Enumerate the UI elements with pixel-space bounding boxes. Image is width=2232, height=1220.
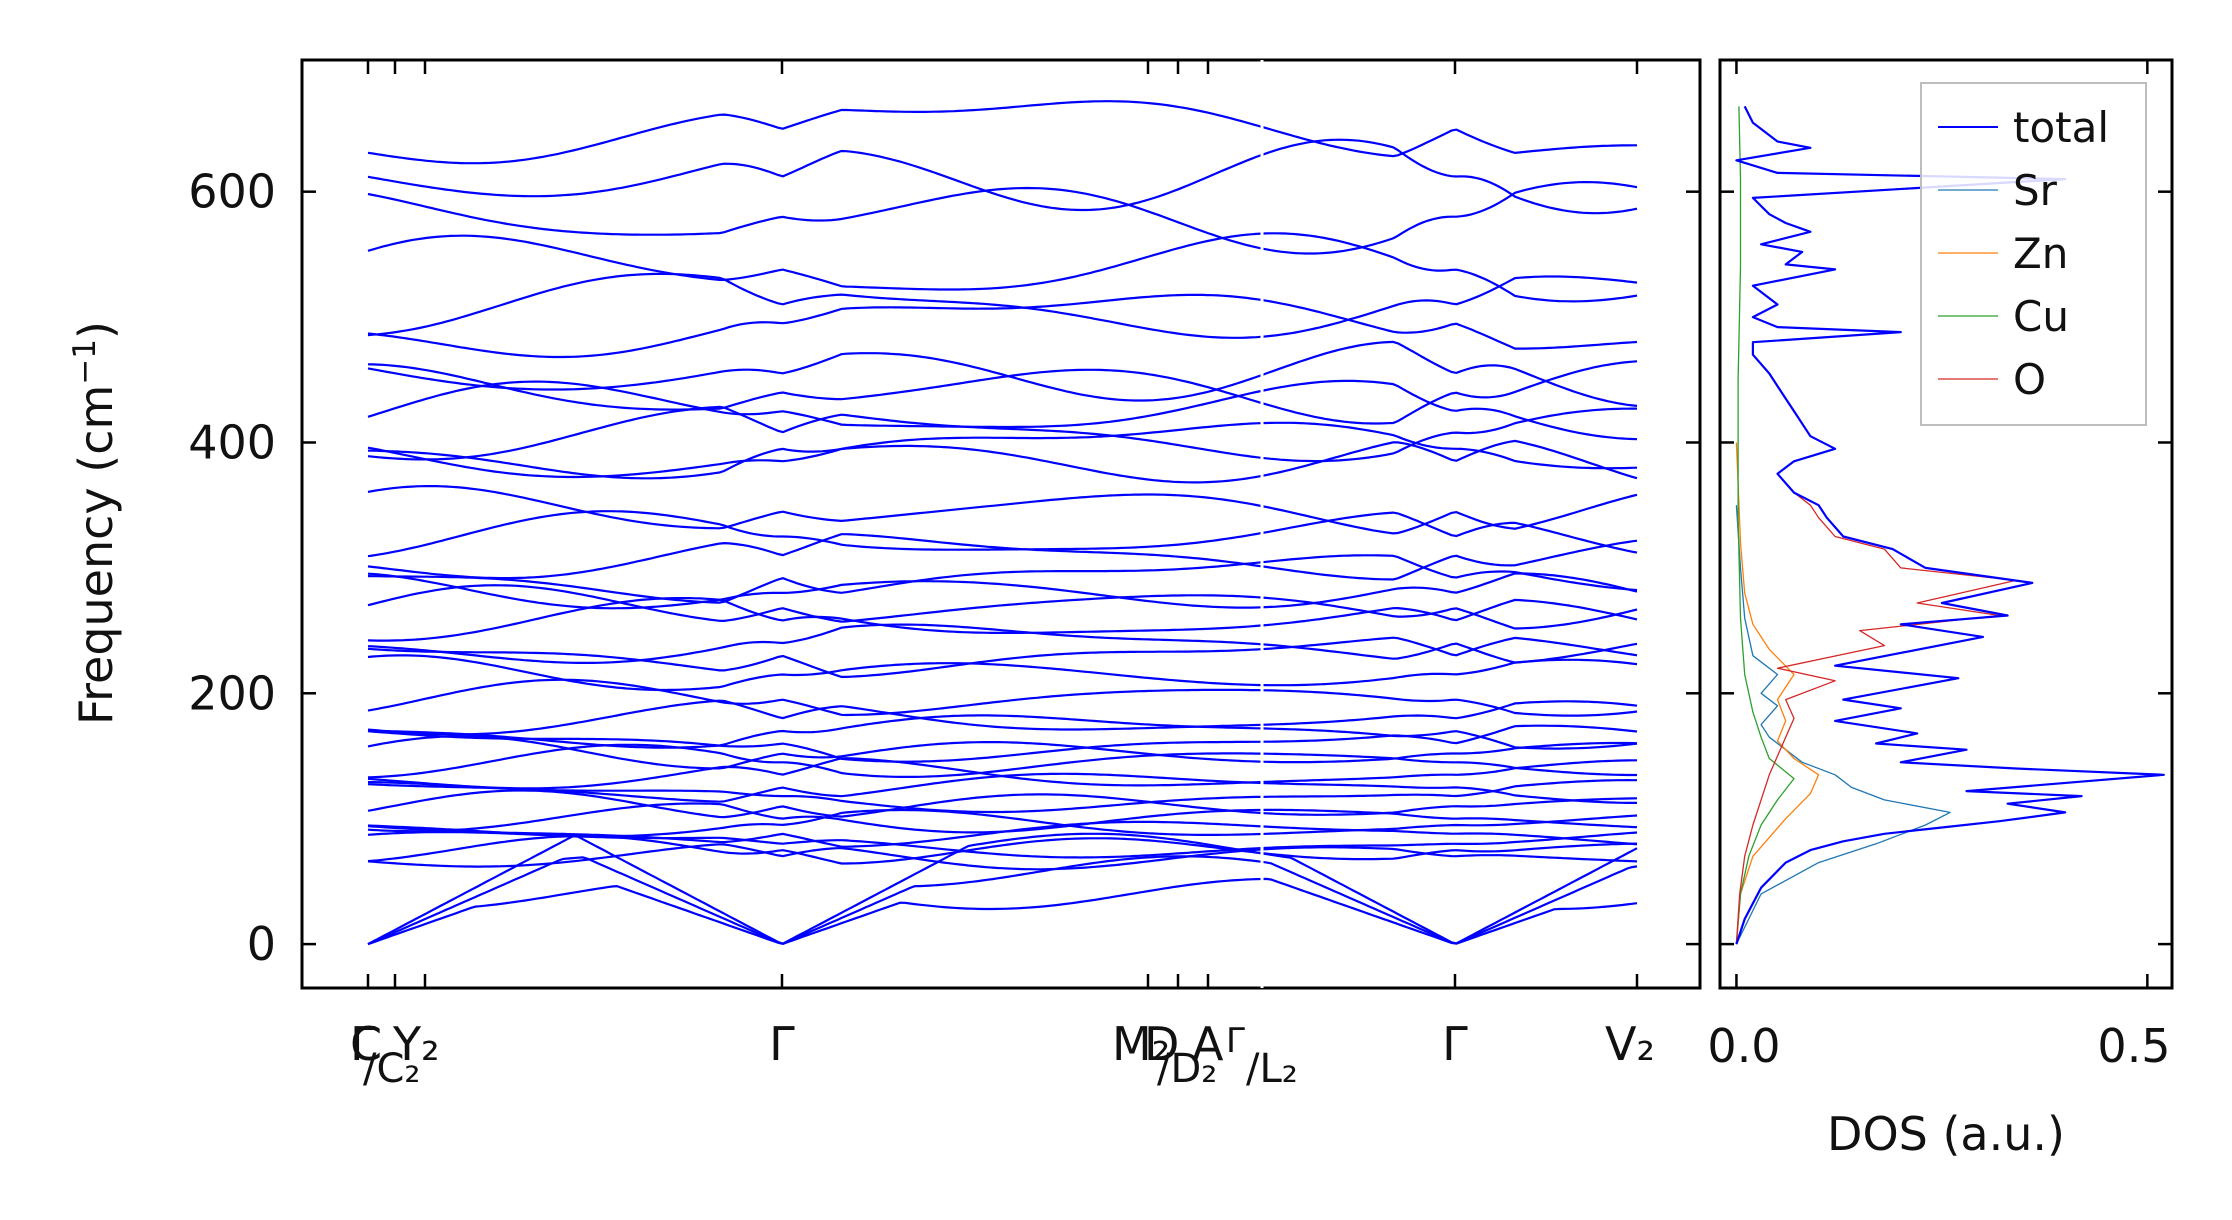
dos-tick-label-0: 0.0 (1707, 1019, 1780, 1073)
legend-frame (1920, 82, 2147, 426)
legend-label-o: O (2013, 355, 2046, 404)
kpoint-label-c2: /C₂ (363, 1046, 420, 1092)
dos-panel-frame (1718, 58, 2174, 990)
band-structure-panel: 0 200 400 600 Frequency (cm−1) Γ C /C₂ Y₂ Γ… (67, 58, 1702, 1092)
phonon-band-curve (367, 623, 1638, 664)
phonon-band-curve (367, 855, 1638, 946)
phonon-band-curve (367, 678, 1638, 717)
phonon-band-curve (367, 714, 1638, 750)
kpoint-label-c: C (350, 1017, 382, 1071)
phonon-band-curve (367, 100, 1637, 165)
y-axis-label: Frequency (cm−1) (67, 321, 123, 725)
y-tick-label: 400 (188, 415, 276, 469)
phonon-band-curve (368, 778, 1637, 814)
kpoint-label-a: A (1192, 1017, 1224, 1071)
kpoint-label-l2: /L₂ (1246, 1046, 1298, 1092)
legend-label-sr: Sr (2013, 166, 2058, 215)
phonon-band-curve (367, 743, 1637, 779)
phonon-band-curve (367, 699, 1638, 736)
phonon-band-curve (367, 802, 1638, 834)
dos-curve-cu (1735, 106, 1795, 945)
band-x-ticks (366, 60, 1639, 988)
kpoint-label-d2: /D₂ (1157, 1046, 1217, 1092)
phonon-band-curve (367, 272, 1638, 339)
phonon-band-curve (367, 654, 1638, 692)
phonon-band-curve (367, 293, 1638, 359)
kpoint-label-gamma-2: Γ (769, 1017, 795, 1071)
phonon-band-curve (367, 340, 1638, 407)
phonon-band-curve (367, 636, 1638, 678)
dos-curve-total (1735, 105, 2165, 945)
legend-label-total: total (2013, 103, 2109, 152)
phonon-band-curve (367, 232, 1638, 303)
y-tick-label: 200 (188, 666, 276, 720)
dos-tick-label-1: 0.5 (2097, 1019, 2170, 1073)
band-panel-frame (300, 58, 1702, 990)
high-symmetry-labels: Γ C /C₂ Y₂ Γ M₂ D /D₂ A Γ /L₂ Γ V₂ (350, 1017, 1655, 1092)
phonon-band-curve (367, 724, 1638, 763)
legend-label-cu: Cu (2013, 292, 2069, 341)
phonon-band-curve (367, 584, 1638, 630)
phonon-band-curve (367, 379, 1638, 441)
phonon-band-curve (367, 405, 1637, 463)
phonon-band-curve (367, 757, 1637, 790)
phonon-band-curve (367, 439, 1638, 484)
kpoint-label-gamma-3: Γ (1226, 1021, 1245, 1061)
dos-panel: 0.0 0.5 DOS (a.u.) total Sr Zn Cu O (1707, 58, 2174, 1161)
kpoint-label-y2: Y₂ (392, 1017, 440, 1071)
phonon-band-curve (367, 421, 1638, 480)
dos-ticks (1720, 60, 2172, 988)
phonon-band-curve (367, 554, 1638, 604)
phonon-band-curve (367, 572, 1638, 610)
phonon-band-curve (367, 485, 1638, 535)
kpoint-label-gamma-4: Γ (1442, 1017, 1468, 1071)
dos-curves (1735, 105, 2165, 945)
phonon-band-curve (367, 789, 1638, 819)
dos-curve-zn (1735, 442, 1820, 945)
legend: total Sr Zn Cu O (1920, 82, 2147, 426)
legend-label-zn: Zn (2013, 229, 2068, 278)
phonon-bands (367, 100, 1638, 946)
phonon-band-curve (367, 533, 1638, 581)
kpoint-label-gamma-1: Γ (350, 1017, 376, 1071)
phonon-band-curve (367, 808, 1638, 838)
kpoint-label-d: D (1144, 1017, 1179, 1071)
kpoint-label-v2: V₂ (1605, 1017, 1655, 1071)
kpoint-label-m2: M₂ (1112, 1017, 1170, 1071)
phonon-band-curve (367, 597, 1638, 642)
y-tick-label: 600 (188, 165, 276, 219)
phonon-band-curve (367, 735, 1638, 770)
y-tick-label: 0 (247, 917, 276, 971)
dos-curve-sr (1735, 505, 1951, 945)
band-y-ticks: 0 200 400 600 (188, 165, 1700, 971)
phonon-band-curve (367, 877, 1638, 946)
phonon-band-curve (367, 181, 1638, 255)
phonon-band-curve (367, 138, 1638, 215)
phonon-band-curve (367, 360, 1638, 425)
x-axis-label-dos: DOS (a.u.) (1827, 1107, 2065, 1161)
